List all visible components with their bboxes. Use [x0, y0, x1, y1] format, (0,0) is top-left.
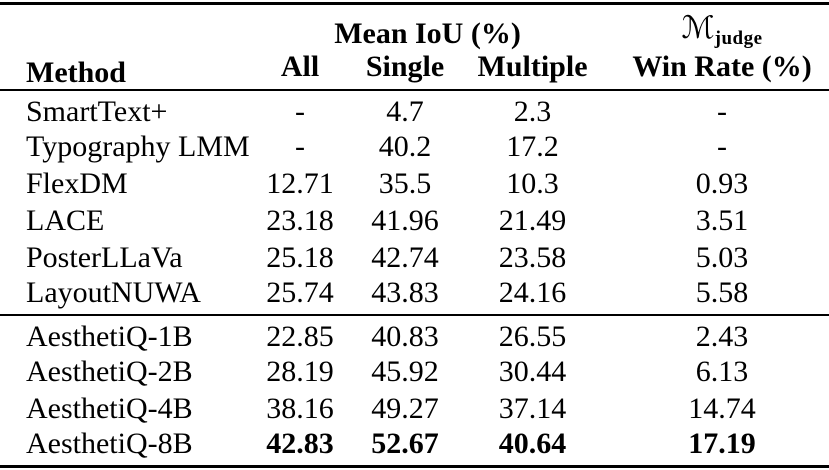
col-header-win-rate: Win Rate (%): [632, 49, 812, 83]
table-row-aesthetiq-4b: AesthetiQ-4B 38.16 49.27 37.14 14.74: [0, 390, 829, 427]
all-cell: 23.18: [266, 203, 334, 237]
method-cell: FlexDM: [26, 166, 128, 200]
single-cell: 49.27: [371, 391, 439, 425]
win-rate-cell: 14.74: [688, 391, 756, 425]
win-rate-cell: -: [717, 129, 728, 163]
multiple-cell: 23.58: [498, 240, 567, 274]
multiple-cell: 2.3: [450, 88, 616, 128]
method-cell: Typography LMM: [26, 129, 250, 163]
single-cell: 52.67: [371, 426, 439, 460]
multiple-cell: 10.3: [506, 166, 559, 200]
method-cell: AesthetiQ-1B: [0, 313, 240, 353]
table-header: Method Mean IoU (%) ℳjudge All Single Mu…: [0, 4, 829, 90]
win-rate-cell: 3.51: [695, 203, 749, 237]
method-cell: AesthetiQ-4B: [26, 391, 193, 425]
multiple-cell: 30.44: [498, 354, 567, 388]
table-row-layoutnuwa: LayoutNUWA 25.74 43.83 24.16 5.58: [0, 276, 829, 315]
win-rate-cell: 5.03: [695, 240, 749, 274]
multiple-cell: 24.16: [498, 275, 567, 309]
single-cell: 42.74: [371, 240, 439, 274]
multiple-cell: 17.2: [506, 129, 559, 163]
table-body: SmartText+ - 4.7 2.3 - Typography LMM - …: [0, 88, 829, 467]
single-cell: 41.96: [371, 203, 439, 237]
all-cell: -: [295, 129, 305, 163]
method-cell: LACE: [26, 203, 105, 237]
win-rate-cell: 6.13: [695, 354, 749, 388]
table-row-smarttext: SmartText+ - 4.7 2.3 -: [0, 88, 829, 128]
win-rate-cell: 5.58: [695, 275, 749, 309]
method-cell: PosterLLaVa: [26, 240, 183, 274]
method-cell: AesthetiQ-2B: [26, 354, 193, 388]
col-header-method: Method: [26, 55, 126, 89]
multiple-cell: 21.49: [498, 203, 567, 237]
multiple-cell: 40.64: [498, 426, 567, 460]
win-rate-cell: 17.19: [688, 426, 756, 460]
judge-subscript: judge: [714, 28, 763, 49]
table-row-aesthetiq-1b: AesthetiQ-1B 22.85 40.83 26.55 2.43: [0, 313, 829, 353]
all-cell: -: [240, 88, 360, 128]
win-rate-cell: -: [615, 88, 829, 128]
method-cell: LayoutNUWA: [26, 275, 201, 309]
all-cell: 12.71: [266, 166, 334, 200]
single-cell: 4.7: [360, 88, 450, 128]
col-group-header-mean-iou: Mean IoU (%): [334, 16, 521, 50]
all-cell: 28.19: [266, 354, 334, 388]
header-row-top: Method Mean IoU (%) ℳjudge: [0, 4, 829, 89]
header-row-sub: All Single Multiple Win Rate (%): [0, 50, 829, 90]
win-rate-cell: 2.43: [615, 313, 829, 353]
col-header-multiple: Multiple: [477, 49, 588, 83]
all-cell: 25.74: [266, 275, 334, 309]
single-cell: 43.83: [371, 275, 439, 309]
table-row-typography-lmm: Typography LMM - 40.2 17.2 -: [0, 128, 829, 165]
col-header-all: All: [280, 49, 320, 83]
single-cell: 45.92: [371, 354, 439, 388]
multiple-cell: 26.55: [450, 313, 616, 353]
table-row-aesthetiq-8b: AesthetiQ-8B 42.83 52.67 40.64 17.19: [0, 427, 829, 467]
single-cell: 35.5: [378, 166, 432, 200]
multiple-cell: 37.14: [498, 391, 567, 425]
single-cell: 40.2: [378, 129, 432, 163]
col-header-judge-metric: ℳjudge: [615, 4, 829, 50]
all-cell: 25.18: [266, 240, 334, 274]
method-cell: SmartText+: [0, 88, 240, 128]
method-cell: AesthetiQ-8B: [26, 426, 193, 460]
judge-script-m-symbol: ℳ: [681, 10, 715, 46]
table-row-lace: LACE 23.18 41.96 21.49 3.51: [0, 202, 829, 239]
all-cell: 42.83: [266, 426, 334, 460]
single-cell: 40.83: [360, 313, 450, 353]
col-header-single: Single: [365, 49, 445, 83]
all-cell: 38.16: [266, 391, 334, 425]
table-row-flexdm: FlexDM 12.71 35.5 10.3 0.93: [0, 165, 829, 202]
win-rate-cell: 0.93: [695, 166, 749, 200]
table-row-posterllava: PosterLLaVa 25.18 42.74 23.58 5.03: [0, 239, 829, 276]
all-cell: 22.85: [240, 313, 360, 353]
table-row-aesthetiq-2b: AesthetiQ-2B 28.19 45.92 30.44 6.13: [0, 353, 829, 390]
